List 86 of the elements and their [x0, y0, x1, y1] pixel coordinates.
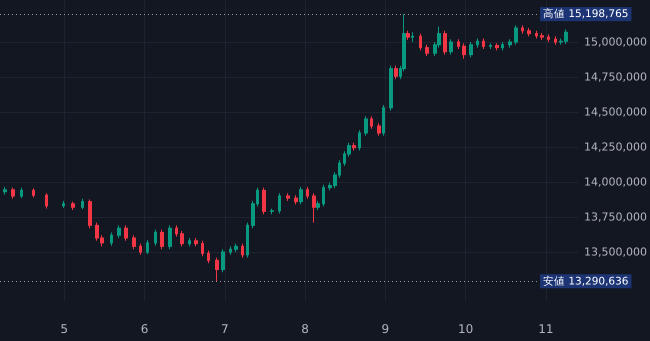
candlestick [462, 42, 466, 60]
candlestick [81, 198, 84, 210]
candlestick [246, 222, 249, 258]
x-tick-label: 5 [60, 322, 68, 336]
candlestick [370, 116, 373, 130]
candlestick [489, 42, 492, 50]
y-tick-label: 13,750,000 [584, 210, 648, 224]
candlestick [469, 42, 473, 58]
candlestick [316, 200, 320, 210]
candlestick [132, 234, 136, 250]
y-tick-label: 14,750,000 [584, 70, 648, 84]
candlestick [482, 38, 485, 50]
candlestick [501, 42, 504, 51]
candlestick [146, 240, 149, 255]
candlestick [358, 130, 361, 151]
y-tick-label: 15,000,000 [584, 36, 648, 48]
candlestick [527, 28, 531, 37]
candlestick [547, 34, 550, 42]
candlestick [221, 248, 225, 273]
candlestick [352, 142, 356, 151]
candlestick [312, 192, 316, 224]
candlestick [160, 229, 164, 250]
candlestick [554, 36, 557, 46]
candlestick [394, 65, 398, 80]
candlestick [540, 32, 544, 40]
candlestick [449, 38, 453, 56]
y-tick-label: 13,500,000 [584, 246, 648, 258]
candlestick [322, 184, 325, 207]
candlestick [377, 122, 381, 136]
candlestick [419, 33, 422, 51]
candlestick [389, 65, 393, 112]
candlestick [139, 243, 142, 256]
candlestick [364, 116, 368, 136]
candlestick [175, 224, 178, 238]
x-tick-label: 8 [301, 322, 309, 336]
candlestick [45, 192, 48, 210]
candlestick [32, 188, 35, 198]
y-tick-label: 14,500,000 [584, 106, 648, 118]
candlestick [443, 30, 447, 56]
candlestick [457, 38, 460, 50]
candlestick [168, 224, 172, 250]
x-tick-label: 10 [458, 322, 474, 336]
candlestick [262, 187, 266, 215]
candlestick [117, 224, 121, 238]
y-tick-label: 14,000,000 [584, 176, 648, 188]
candlestick [270, 208, 274, 215]
candlestick [88, 199, 92, 229]
candlestick [286, 192, 290, 202]
candlestick [71, 201, 75, 210]
candlestick [229, 246, 232, 256]
candlestick [406, 30, 410, 40]
candlestick [294, 194, 298, 205]
candlestick [382, 104, 385, 136]
candlestick [476, 38, 479, 48]
candlestick [188, 238, 191, 247]
candlestick [201, 240, 204, 257]
candlestick [425, 44, 429, 56]
candlestick [180, 230, 184, 247]
candlestick [411, 32, 414, 42]
candlestick [521, 24, 524, 34]
candlestick [241, 243, 244, 258]
candlestick [207, 250, 210, 264]
candlestick [299, 186, 303, 205]
x-tick-label: 9 [382, 322, 390, 336]
candlestick [3, 186, 7, 196]
candlestick [514, 24, 518, 46]
candlestick [495, 42, 499, 51]
ref-line-label: 安値 13,290,636 [543, 274, 629, 288]
candlestick [278, 192, 281, 214]
x-tick-label: 11 [538, 322, 554, 336]
candlestick [215, 257, 219, 282]
ref-line-label: 高値 15,198,765 [543, 7, 628, 20]
candlestick [154, 229, 157, 246]
candlestick [535, 30, 538, 39]
candlestick [110, 232, 113, 246]
candlestick [11, 187, 15, 200]
candlestick [124, 224, 128, 242]
x-tick-label: 7 [220, 322, 229, 336]
candlestick [234, 243, 238, 252]
candlestick [508, 38, 512, 48]
x-tick-label: 6 [140, 322, 148, 336]
candlestick [62, 200, 65, 208]
y-tick-label: 14,250,000 [584, 140, 648, 154]
candlestick [306, 186, 309, 200]
candlestick [194, 238, 198, 247]
candlestick [20, 187, 23, 199]
